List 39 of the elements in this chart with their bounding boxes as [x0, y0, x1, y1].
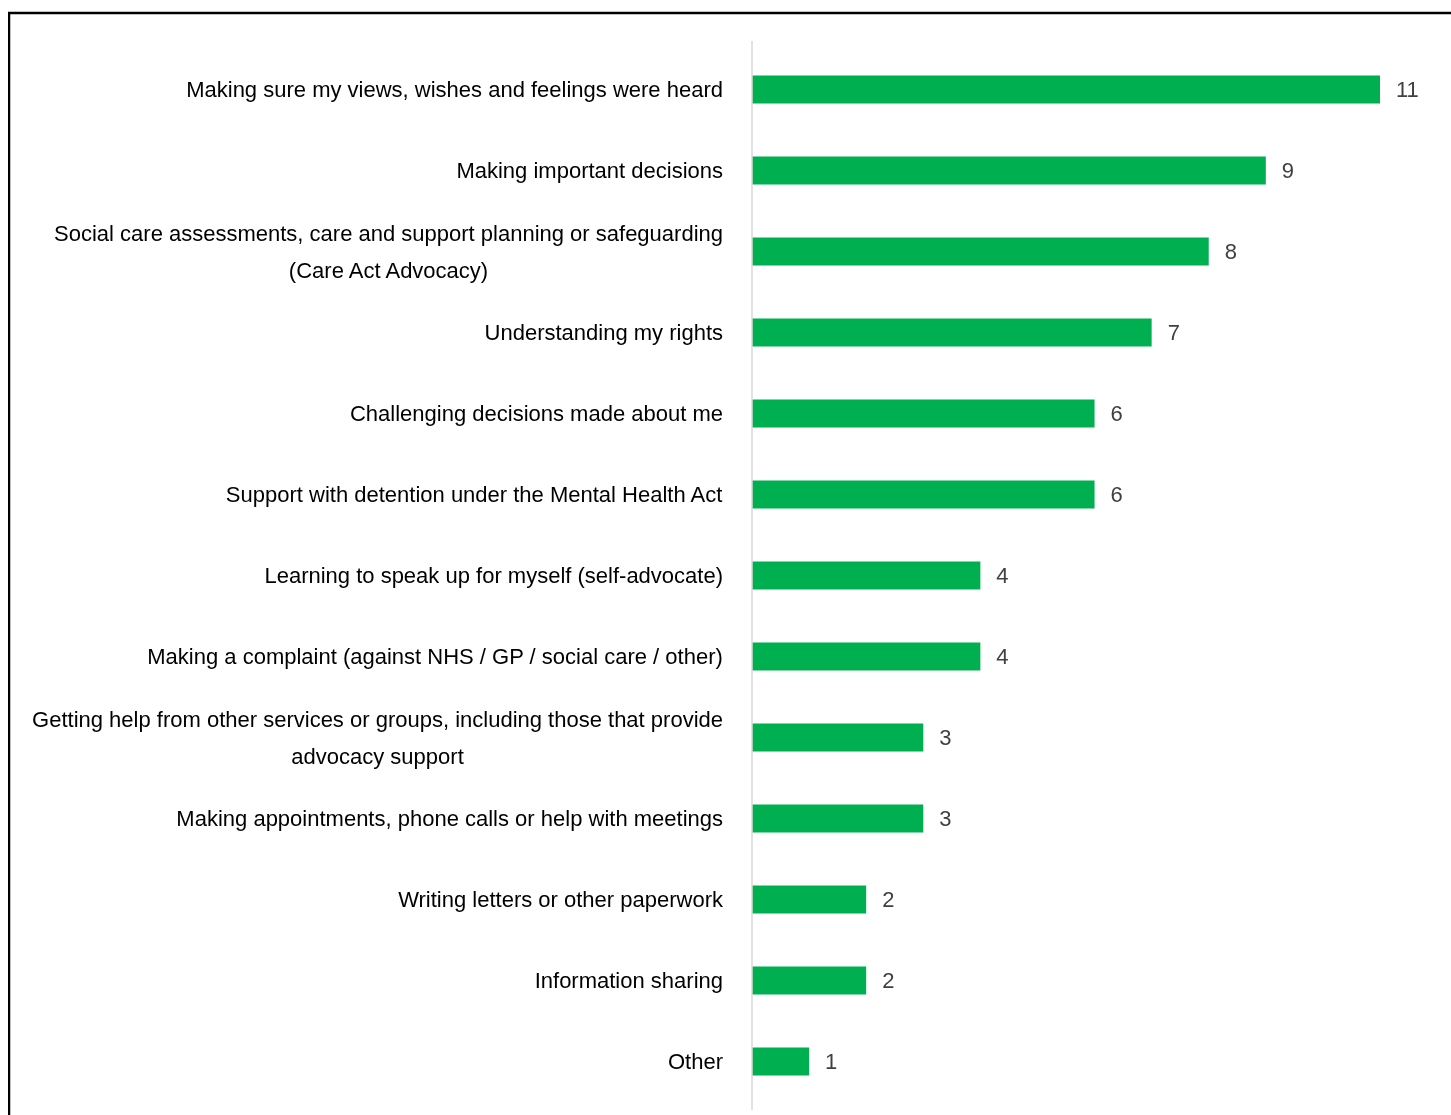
bar	[752, 237, 1209, 266]
bar	[752, 399, 1095, 428]
data-label: 8	[1224, 239, 1237, 265]
data-label: 4	[996, 644, 1009, 670]
y-tick-label: Writing letters or other paperwork	[398, 887, 724, 913]
data-label: 6	[1110, 482, 1123, 508]
bar	[752, 318, 1152, 347]
data-label: 7	[1167, 320, 1180, 346]
bar	[752, 885, 867, 914]
y-tick-label: Making appointments, phone calls or help with meetings	[176, 806, 723, 832]
bar	[752, 156, 1266, 185]
y-tick-label: Making sure my views, wishes and feelings were heard	[186, 77, 724, 103]
data-label: 3	[939, 725, 952, 751]
data-label: 11	[1396, 77, 1419, 103]
bar	[752, 75, 1380, 104]
bar	[752, 480, 1095, 509]
y-tick-label: Making a complaint (against NHS / GP / social care / other)	[147, 644, 723, 670]
y-tick-label: Learning to speak up for myself (self-advocate)	[264, 563, 723, 589]
data-label: 9	[1281, 158, 1295, 184]
y-tick-label: Understanding my rights	[484, 320, 723, 346]
bar	[752, 804, 924, 833]
y-tick-label: Challenging decisions made about me	[349, 401, 723, 427]
y-tick-label: Information sharing	[534, 968, 723, 994]
data-label: 1	[825, 1049, 838, 1075]
bar	[752, 1047, 810, 1076]
data-label: 2	[882, 887, 895, 913]
bar	[752, 642, 981, 671]
data-label: 4	[996, 563, 1009, 589]
y-tick-label: Support with detention under the Mental Health Act	[225, 482, 723, 508]
y-tick-label: Social care assessments, care and support planning or safeguarding (Care Act Advocacy)	[54, 220, 723, 283]
data-label: 6	[1110, 401, 1123, 427]
bar	[752, 723, 924, 752]
data-label: 2	[882, 968, 895, 994]
y-tick-label: Making important decisions	[456, 158, 724, 184]
data-label: 3	[939, 806, 952, 832]
y-tick-label: Getting help from other services or groups, including those that provide advocacy support	[32, 706, 724, 769]
bar	[752, 966, 867, 995]
y-tick-label: Other	[667, 1049, 723, 1075]
bar	[752, 561, 981, 590]
